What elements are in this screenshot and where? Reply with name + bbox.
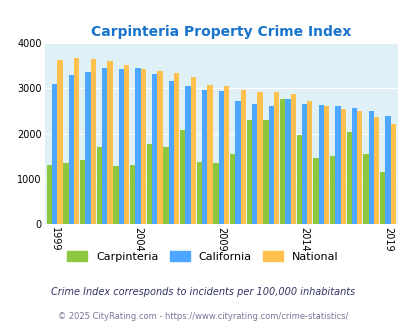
Bar (235, 101, 240, 224)
Bar (190, 77, 195, 224)
Bar (340, 109, 345, 224)
Bar (362, 154, 368, 224)
Bar (68, 75, 74, 224)
Bar (356, 112, 362, 224)
Bar (47, 165, 52, 224)
Bar (329, 156, 335, 224)
Bar (124, 65, 129, 224)
Bar (301, 104, 307, 224)
Bar (157, 71, 162, 224)
Bar (296, 135, 301, 224)
Bar (168, 82, 173, 224)
Bar (201, 90, 207, 224)
Bar (223, 86, 228, 224)
Text: © 2025 CityRating.com - https://www.cityrating.com/crime-statistics/: © 2025 CityRating.com - https://www.city… (58, 312, 347, 321)
Bar (146, 144, 151, 224)
Bar (313, 158, 318, 224)
Bar (379, 172, 384, 224)
Bar (130, 165, 135, 224)
Bar (368, 111, 373, 224)
Bar (179, 130, 185, 224)
Bar (263, 120, 268, 224)
Bar (230, 154, 235, 224)
Bar (80, 160, 85, 224)
Bar (90, 59, 96, 224)
Bar (85, 72, 90, 224)
Bar (107, 61, 112, 224)
Bar (52, 84, 57, 224)
Bar (257, 92, 262, 224)
Bar (102, 68, 107, 224)
Bar (163, 147, 168, 224)
Text: Crime Index corresponds to incidents per 100,000 inhabitants: Crime Index corresponds to incidents per… (51, 287, 354, 297)
Bar (96, 147, 102, 224)
Bar (335, 106, 340, 224)
Bar (135, 68, 140, 224)
Bar (57, 60, 62, 224)
Bar (113, 166, 118, 224)
Bar (390, 124, 395, 224)
Bar (118, 69, 124, 224)
Bar (151, 74, 157, 224)
Bar (196, 162, 201, 224)
Bar (384, 116, 390, 224)
Legend: Carpinteria, California, National: Carpinteria, California, National (63, 247, 342, 266)
Bar (323, 106, 328, 224)
Bar (252, 104, 257, 224)
Bar (285, 99, 290, 224)
Bar (273, 92, 279, 224)
Bar (279, 99, 285, 224)
Bar (63, 163, 68, 224)
Bar (346, 132, 351, 224)
Bar (74, 58, 79, 224)
Bar (268, 106, 273, 224)
Bar (290, 94, 295, 224)
Bar (173, 73, 179, 224)
Bar (140, 69, 145, 224)
Bar (185, 85, 190, 224)
Title: Carpinteria Property Crime Index: Carpinteria Property Crime Index (91, 25, 351, 39)
Bar (318, 105, 323, 224)
Bar (240, 90, 245, 224)
Bar (246, 120, 252, 224)
Bar (218, 90, 223, 224)
Bar (373, 117, 378, 224)
Bar (207, 84, 212, 224)
Bar (351, 108, 356, 224)
Bar (213, 163, 218, 224)
Bar (307, 101, 312, 224)
